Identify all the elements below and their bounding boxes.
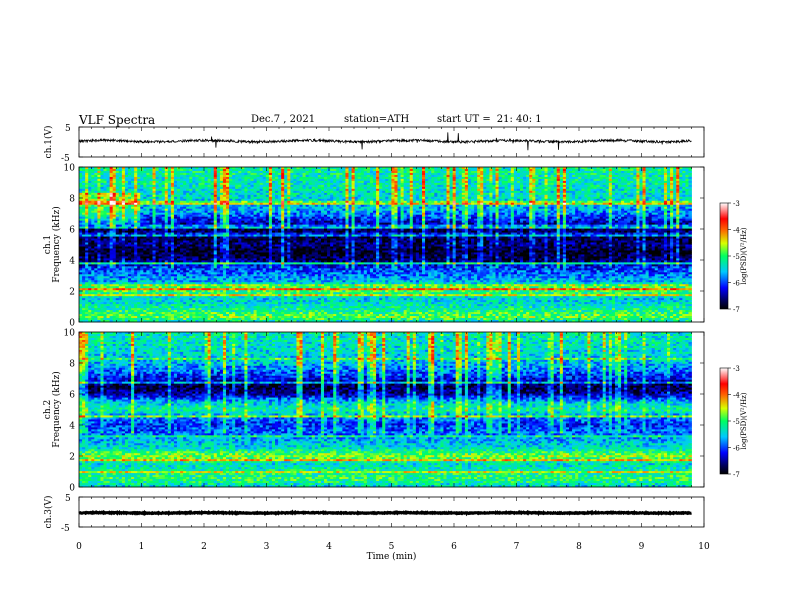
ch1-waveform-trace (79, 132, 692, 150)
ch1-waveform-ytick-label: 5 (65, 124, 71, 134)
ch1-waveform-ytick-label: -5 (61, 154, 70, 164)
ch1-waveform-ylabel: ch.1(V) (43, 126, 54, 159)
ch1-spectrogram-heatmap (79, 167, 692, 322)
